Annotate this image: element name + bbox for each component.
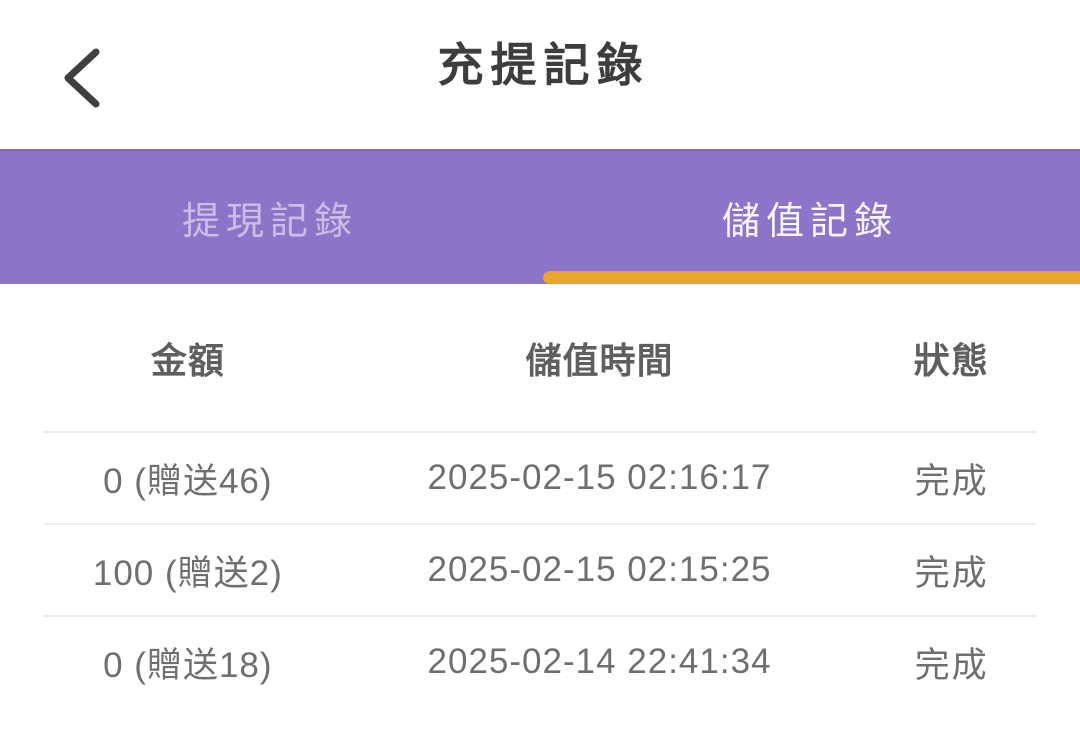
back-button[interactable]	[52, 40, 112, 116]
records-tabbar: 提現記錄 儲值記錄	[0, 149, 1080, 284]
column-header-amount: 金額	[150, 339, 225, 381]
cell-time: 2025-02-14 22:41:34	[427, 642, 772, 681]
row-divider	[44, 523, 1036, 525]
cell-status: 完成	[914, 461, 989, 501]
row-divider	[44, 431, 1036, 433]
cell-amount: 0 (贈送18)	[103, 645, 273, 685]
column-header-status: 狀態	[913, 339, 990, 381]
table-header-row: 金額 儲值時間 狀態	[44, 284, 1036, 431]
column-header-time: 儲值時間	[525, 339, 674, 381]
cell-amount: 100 (贈送2)	[92, 553, 283, 593]
table-row: 100 (贈送2) 2025-02-15 02:15:25 完成	[44, 525, 1036, 615]
chevron-left-icon	[60, 47, 104, 109]
table-row: 0 (贈送18) 2025-02-14 22:41:34 完成	[44, 617, 1036, 707]
tab-withdrawal-records-label: 提現記錄	[181, 201, 358, 243]
app-header: 充提記錄	[0, 0, 1080, 149]
deposit-records-table: 金額 儲值時間 狀態 0 (贈送46) 2025-02-15 02:16:17 …	[44, 284, 1036, 707]
page-title: 充提記錄	[437, 39, 650, 92]
cell-status: 完成	[914, 645, 989, 685]
tab-withdrawal-records[interactable]: 提現記錄	[0, 151, 540, 284]
tab-deposit-records[interactable]: 儲值記錄	[540, 151, 1080, 284]
active-tab-underline	[543, 271, 1080, 284]
tab-deposit-records-label: 儲值記錄	[721, 201, 898, 243]
cell-time: 2025-02-15 02:16:17	[427, 458, 772, 497]
row-divider	[44, 615, 1036, 617]
cell-time: 2025-02-15 02:15:25	[427, 550, 772, 589]
cell-amount: 0 (贈送46)	[103, 461, 273, 501]
table-row: 0 (贈送46) 2025-02-15 02:16:17 完成	[44, 433, 1036, 523]
cell-status: 完成	[914, 553, 989, 593]
